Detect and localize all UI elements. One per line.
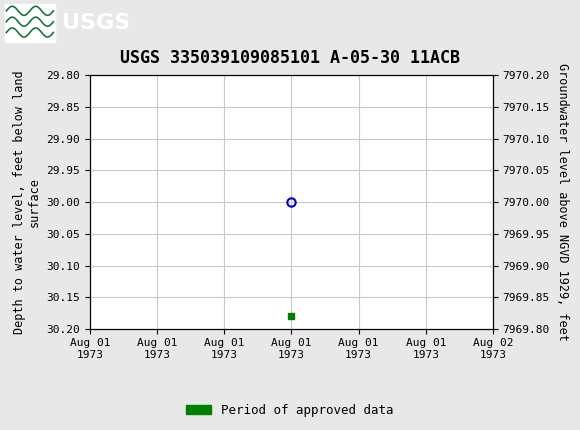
Y-axis label: Groundwater level above NGVD 1929, feet: Groundwater level above NGVD 1929, feet (556, 63, 568, 341)
Text: USGS: USGS (62, 12, 130, 33)
Legend: Period of approved data: Period of approved data (181, 399, 399, 421)
Y-axis label: Depth to water level, feet below land
surface: Depth to water level, feet below land su… (13, 70, 41, 334)
Bar (5, 3, 55, 42)
Text: USGS 335039109085101 A-05-30 11ACB: USGS 335039109085101 A-05-30 11ACB (120, 49, 460, 67)
